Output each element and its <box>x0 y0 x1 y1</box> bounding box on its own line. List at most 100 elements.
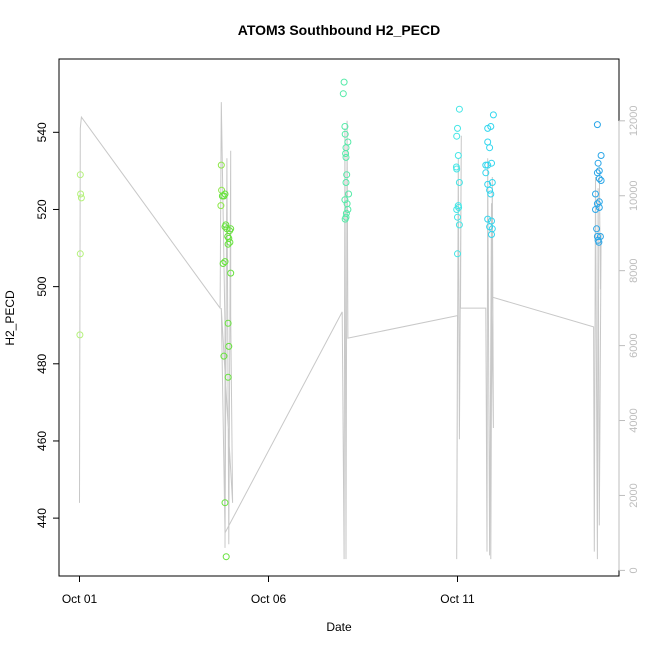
data-point <box>453 132 461 140</box>
data-point <box>218 186 226 194</box>
data-point <box>342 209 350 217</box>
y-tick-label: 520 <box>35 199 49 219</box>
chart-title: ATOM3 Southbound H2_PECD <box>238 22 440 38</box>
data-point <box>224 319 232 327</box>
point-layer <box>76 78 605 561</box>
data-point <box>486 186 494 194</box>
y2-tick-label: 12000 <box>628 106 640 137</box>
y2-tick-label: 10000 <box>628 180 640 211</box>
y2-tick-label: 2000 <box>628 483 640 507</box>
data-point <box>345 190 353 198</box>
data-point <box>454 250 461 258</box>
data-point <box>455 179 463 186</box>
data-point <box>595 204 603 211</box>
y2-tick-label: 0 <box>628 567 640 573</box>
data-point <box>341 196 349 204</box>
data-point <box>595 175 603 183</box>
data-point <box>342 150 350 157</box>
y-axis-label: H2_PECD <box>3 290 17 346</box>
data-point <box>340 78 348 86</box>
data-point <box>487 190 495 198</box>
data-point <box>454 152 462 159</box>
point-series-5 <box>482 111 497 238</box>
data-point <box>484 215 492 223</box>
data-point <box>592 190 599 198</box>
data-point <box>343 171 351 179</box>
data-point <box>219 260 227 267</box>
data-point <box>453 165 461 173</box>
data-point <box>341 123 349 130</box>
data-point <box>484 161 492 169</box>
data-point <box>76 171 84 179</box>
data-point <box>482 161 490 169</box>
data-point <box>227 225 235 233</box>
data-point <box>454 124 461 132</box>
data-point <box>217 202 225 210</box>
data-point <box>221 190 229 198</box>
data-point <box>597 177 605 184</box>
y2-tick-label: 4000 <box>628 408 640 432</box>
data-point <box>224 373 232 381</box>
data-point <box>222 553 230 561</box>
y-axis: 440 460 480 500 520 540 <box>35 122 60 528</box>
data-point <box>453 206 461 213</box>
data-point <box>454 213 461 221</box>
data-point <box>488 231 495 238</box>
data-point <box>342 179 350 186</box>
x-axis: Oct 01 Oct 06 Oct 11 <box>62 575 475 606</box>
point-series-6 <box>592 121 605 246</box>
point-series-4 <box>452 105 463 258</box>
axis-layer: 440 460 480 500 520 540 0 2000 4000 6000 8000 10000… <box>35 106 640 606</box>
data-point <box>225 342 233 350</box>
data-point <box>76 331 84 339</box>
point-series-0 <box>76 171 85 339</box>
data-point <box>597 152 605 159</box>
y2-tick-label: 6000 <box>628 333 640 357</box>
data-point <box>226 238 234 246</box>
data-point <box>217 161 225 169</box>
data-point <box>488 179 496 186</box>
data-point <box>344 138 352 146</box>
data-point <box>594 159 602 167</box>
data-point <box>484 138 492 146</box>
x-tick-label: Oct 11 <box>440 592 475 606</box>
data-point <box>482 169 490 177</box>
y-tick-label: 540 <box>35 122 49 142</box>
data-point <box>339 90 347 98</box>
data-point <box>455 204 463 211</box>
x-axis-label: Date <box>326 620 352 634</box>
x-tick-label: Oct 01 <box>62 592 98 606</box>
y2-axis: 0 2000 4000 6000 8000 10000 12000 <box>618 106 640 573</box>
data-point <box>595 167 603 175</box>
data-point <box>455 105 463 113</box>
x-tick-label: Oct 06 <box>251 592 287 606</box>
data-point <box>595 238 603 246</box>
y-tick-label: 480 <box>35 353 49 373</box>
data-point <box>77 194 85 202</box>
data-point <box>455 221 463 229</box>
data-point <box>593 121 601 129</box>
data-point <box>341 130 349 138</box>
point-series-2 <box>218 190 235 561</box>
data-point <box>342 153 350 161</box>
point-series-3 <box>339 78 353 223</box>
data-point <box>344 206 352 213</box>
data-point <box>486 144 494 152</box>
data-point <box>592 206 599 213</box>
y-tick-label: 440 <box>35 508 49 528</box>
data-point <box>593 225 601 233</box>
data-point <box>220 352 228 360</box>
data-point <box>221 499 229 507</box>
series-line <box>79 102 602 560</box>
line-layer <box>79 102 602 560</box>
data-point <box>222 221 230 229</box>
y2-tick-label: 8000 <box>628 258 640 282</box>
data-point <box>221 258 229 266</box>
y-tick-label: 460 <box>35 431 49 451</box>
y-tick-label: 500 <box>35 276 49 296</box>
data-point <box>77 190 85 198</box>
data-point <box>489 111 497 119</box>
data-point <box>227 269 235 277</box>
data-point <box>342 144 350 152</box>
